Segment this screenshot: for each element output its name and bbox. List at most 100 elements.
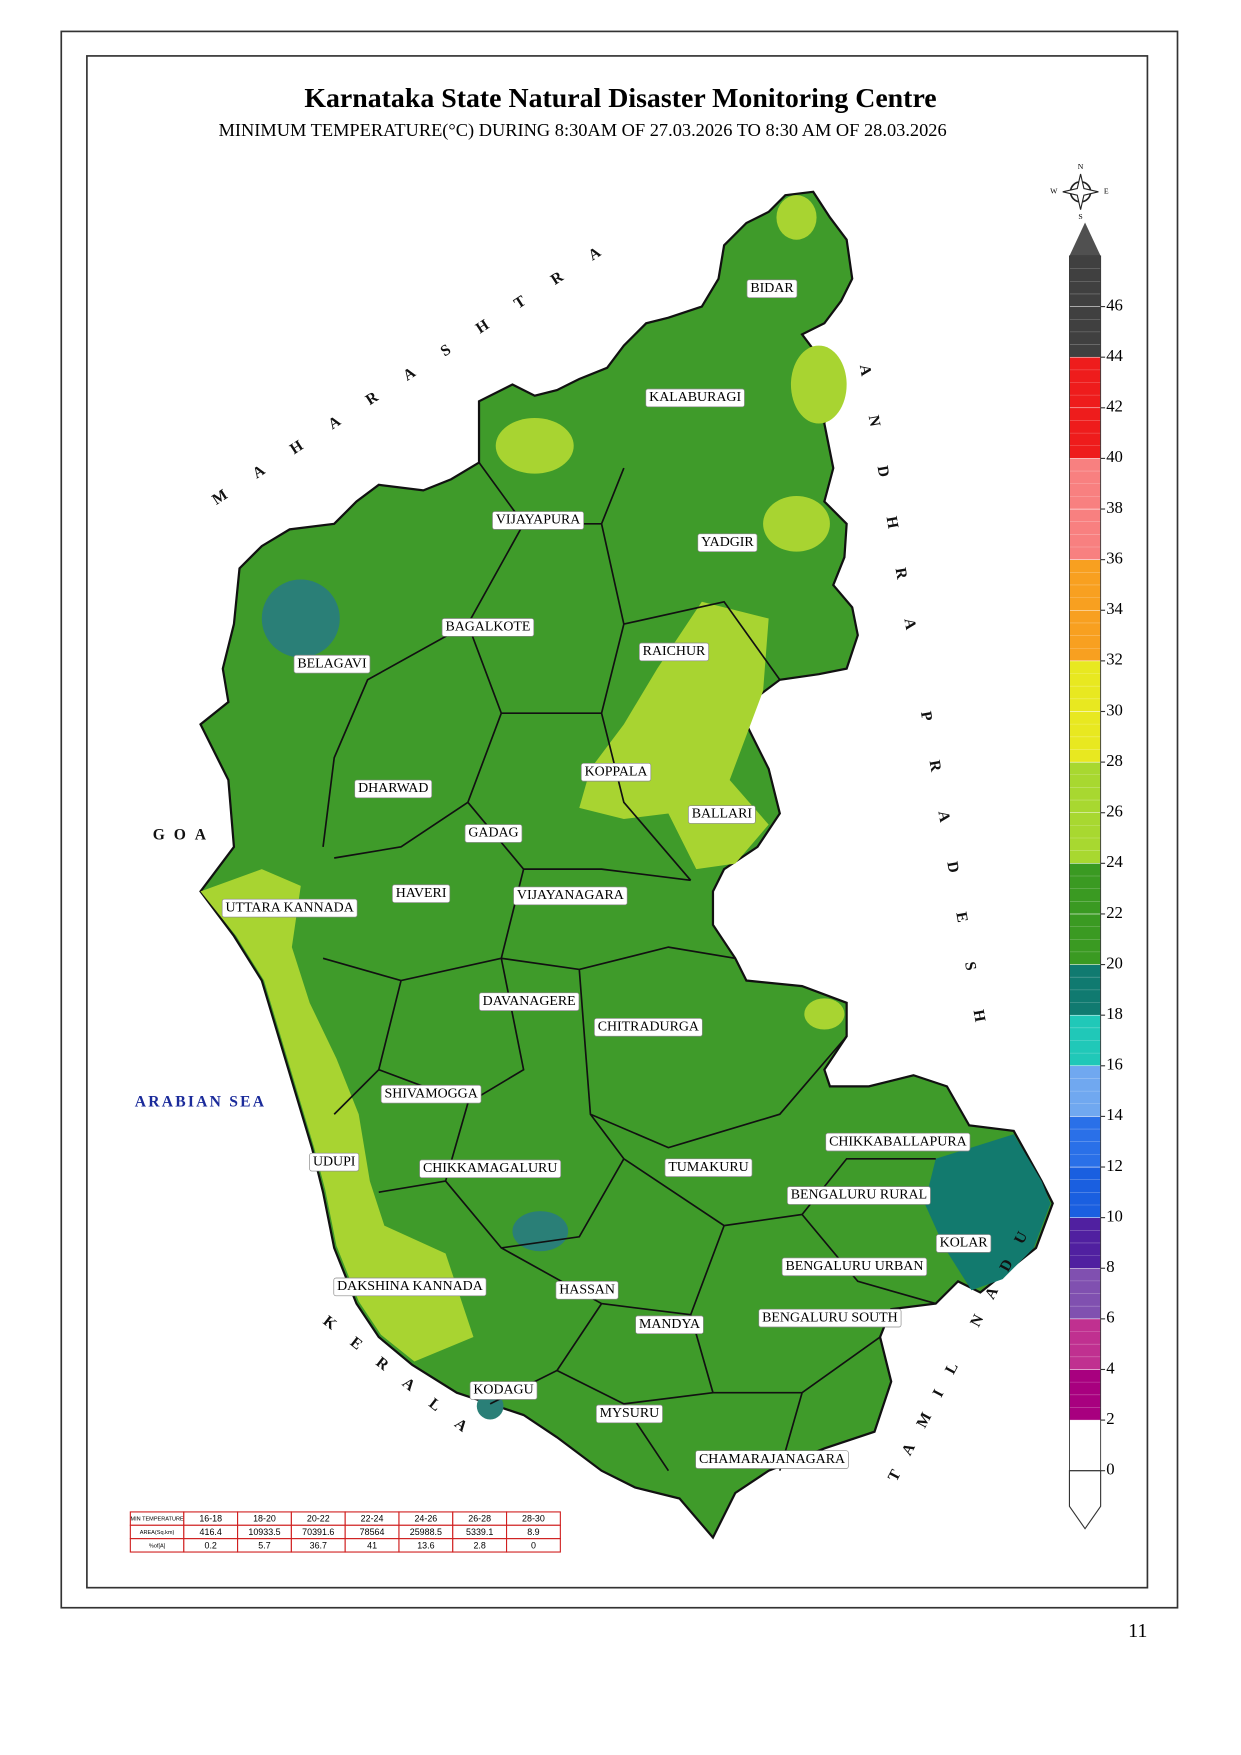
district-label: CHAMARAJANAGARA [695, 1450, 849, 1469]
table-text: 70391.6 [302, 1527, 334, 1537]
table-text: 2.8 [473, 1540, 485, 1550]
district-label: TUMAKURU [664, 1158, 753, 1177]
table-text: 25988.5 [410, 1527, 442, 1537]
district-label-box [513, 886, 628, 906]
district-name: VIJAYAPURA [496, 513, 581, 528]
subtitle: MINIMUM TEMPERATURE(°C) DURING 8:30AM OF… [219, 120, 947, 141]
district-label-box [595, 1404, 663, 1424]
district-label-box [635, 1315, 704, 1335]
district-label: BAGALKOTE [441, 618, 535, 637]
scale-arrow-bottom [1068, 1470, 1102, 1530]
district-label: MYSURU [595, 1404, 663, 1424]
district-label-box [380, 1084, 482, 1104]
district-label: CHITRADURGA [594, 1018, 703, 1037]
scale-tick-label: 44 [1106, 346, 1123, 365]
scale-tick-label: 38 [1106, 498, 1123, 517]
table-text: 18-20 [253, 1514, 276, 1524]
district-name: CHAMARAJANAGARA [699, 1452, 845, 1467]
scale-tick-label: 42 [1106, 397, 1123, 416]
district-label-box [697, 533, 758, 552]
district-name: UTTARA KANNADA [225, 900, 353, 915]
scale-tick-label: 18 [1106, 1004, 1123, 1023]
district-label-box [293, 654, 371, 674]
district-label-box [758, 1308, 902, 1328]
table-text: 5.7 [258, 1540, 270, 1550]
north-patch [495, 417, 574, 474]
compass-n: N [1078, 162, 1084, 171]
table-text: 5339.1 [466, 1527, 493, 1537]
district-name: GADAG [468, 826, 518, 841]
district-name: DAVANAGERE [483, 994, 576, 1009]
district-label-box [825, 1132, 971, 1152]
table-text: MIN TEMPERATURE [130, 1517, 184, 1523]
table-text: 0 [531, 1540, 536, 1550]
district-label-box [688, 805, 756, 824]
district-label: BIDAR [746, 279, 798, 298]
table-text: 20-22 [307, 1514, 330, 1524]
scale-tick-label: 40 [1106, 447, 1123, 466]
district-label-box [787, 1186, 931, 1205]
scale-band [1069, 711, 1101, 763]
district-label: CHIKKABALLAPURA [825, 1132, 971, 1152]
district-label: UDUPI [309, 1152, 360, 1172]
scale-tick-label: 32 [1106, 650, 1123, 669]
table-text: %of[A] [149, 1543, 166, 1549]
district-label-box [333, 1277, 487, 1297]
compass-star [1062, 173, 1099, 210]
table-text: 24-26 [414, 1514, 437, 1524]
district-label-box [354, 779, 433, 799]
scale-band [1069, 1116, 1101, 1168]
scale-band [1069, 1318, 1101, 1370]
district-label-box [469, 1381, 538, 1400]
table-text: 16-18 [199, 1514, 222, 1524]
scale-tick-label: 0 [1106, 1460, 1114, 1479]
table-text: AREA(Sq.km) [140, 1530, 175, 1536]
scale-tick-label: 8 [1106, 1257, 1114, 1276]
district-label: HAVERI [392, 884, 451, 903]
neighbor-label: GOA [153, 826, 215, 843]
scale-outline [1068, 255, 1102, 1472]
district-name: BIDAR [750, 281, 794, 296]
scale-band [1069, 913, 1101, 965]
district-label-box [441, 618, 535, 637]
district-name: HAVERI [396, 886, 447, 901]
district-name: DAKSHINA KANNADA [337, 1279, 483, 1294]
compass: N E S W [1050, 162, 1109, 221]
scale-tick-label: 34 [1106, 599, 1123, 618]
scale-band [1069, 458, 1101, 510]
district-label-box [935, 1234, 992, 1253]
district-label: DAVANAGERE [478, 992, 580, 1011]
district-label: KODAGU [469, 1381, 538, 1400]
state-outline [199, 190, 1054, 1540]
district-name: KOPPALA [585, 764, 648, 779]
teal-patch [512, 1211, 569, 1252]
scale-tick-label: 16 [1106, 1055, 1123, 1074]
district-label-box [309, 1152, 360, 1172]
district-label-box [464, 824, 523, 843]
district-label: MANDYA [635, 1315, 704, 1335]
district-label: HASSAN [555, 1280, 619, 1300]
scale-band [1069, 508, 1101, 560]
district-name: MYSURU [600, 1406, 660, 1421]
scale-tick-label: 20 [1106, 953, 1123, 972]
scale-band [1069, 559, 1101, 611]
district-label-box [478, 992, 580, 1011]
table-text: 78564 [360, 1527, 385, 1537]
scale-band [1069, 660, 1101, 712]
scale-tick-label: 24 [1106, 852, 1123, 871]
district-name: CHIKKABALLAPURA [829, 1134, 967, 1149]
district-name: KALABURAGI [649, 390, 741, 405]
district-label-box [781, 1257, 928, 1277]
table-text: 13.6 [417, 1540, 434, 1550]
district-label-box [695, 1450, 849, 1469]
district-name: DHARWAD [358, 781, 428, 796]
district-label: DHARWAD [354, 779, 433, 799]
district-label-box [492, 511, 584, 530]
district-label-box [419, 1159, 562, 1179]
scale-tick-label: 14 [1106, 1105, 1123, 1124]
table-text: 416.4 [200, 1527, 222, 1537]
scale-tick-label: 26 [1106, 802, 1123, 821]
district-label: BALLARI [688, 805, 756, 824]
title: Karnataka State Natural Disaster Monitor… [304, 83, 936, 114]
